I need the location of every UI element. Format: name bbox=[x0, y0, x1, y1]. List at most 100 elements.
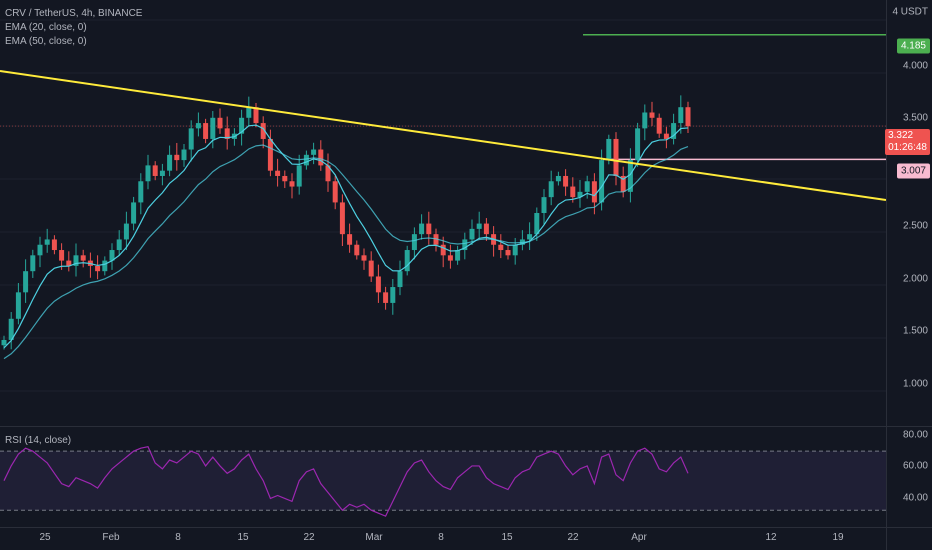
rsi-label[interactable]: RSI (14, close) bbox=[5, 435, 72, 446]
candle-body bbox=[347, 234, 353, 245]
candle-body bbox=[152, 165, 158, 176]
candle-body bbox=[260, 123, 266, 139]
time-tick: Mar bbox=[365, 532, 383, 543]
candle-body bbox=[289, 181, 295, 187]
candle-body bbox=[440, 244, 446, 256]
candle-body bbox=[361, 255, 367, 261]
candle-body bbox=[30, 255, 36, 272]
candle-body bbox=[167, 154, 173, 171]
candle-body bbox=[419, 223, 425, 235]
candle-body bbox=[109, 250, 115, 261]
candle-body bbox=[123, 223, 129, 240]
candle-body bbox=[368, 260, 374, 277]
price-axis-separator bbox=[886, 0, 887, 550]
time-tick: Apr bbox=[631, 532, 647, 543]
rsi-tick: 60.00 bbox=[902, 460, 928, 472]
candle-body bbox=[375, 276, 381, 293]
candle-body bbox=[685, 107, 691, 127]
candle-body bbox=[656, 117, 662, 134]
candle-body bbox=[671, 123, 677, 139]
candle-body bbox=[311, 149, 317, 155]
candle-body bbox=[411, 234, 417, 251]
candle-body bbox=[555, 175, 561, 182]
candle-body bbox=[318, 149, 324, 166]
time-tick: 15 bbox=[237, 532, 249, 543]
ema50-line bbox=[3, 144, 689, 360]
price-tick: 2.500 bbox=[902, 220, 928, 232]
candle-body bbox=[131, 202, 137, 224]
resistance-price-tag: 4.185 bbox=[896, 38, 930, 54]
candle-body bbox=[95, 265, 101, 272]
candle-body bbox=[23, 271, 29, 293]
candle-body bbox=[534, 213, 540, 235]
candle-body bbox=[541, 197, 547, 213]
candle-body bbox=[325, 165, 331, 182]
candle-body bbox=[8, 318, 14, 340]
candle-body bbox=[426, 223, 432, 235]
candle-body bbox=[505, 250, 511, 256]
rsi-legend[interactable]: RSI (14, close) bbox=[5, 434, 71, 448]
candle-body bbox=[80, 255, 86, 261]
candle-body bbox=[51, 239, 57, 251]
candle-body bbox=[397, 271, 403, 288]
price-tick: 3.500 bbox=[902, 112, 928, 124]
price-axis[interactable]: 4 USDT 4.000 3.500 2.500 2.000 1.500 1.0… bbox=[885, 0, 932, 527]
candle-body bbox=[138, 181, 144, 203]
time-tick: 12 bbox=[765, 532, 777, 543]
price-tick: 1.500 bbox=[902, 325, 928, 337]
time-axis-separator bbox=[0, 527, 932, 528]
candle-body bbox=[462, 239, 468, 251]
support-price-tag: 3.007 bbox=[896, 163, 930, 179]
candle-body bbox=[188, 128, 194, 150]
time-tick: 19 bbox=[832, 532, 844, 543]
time-tick: 22 bbox=[303, 532, 315, 543]
candle-body bbox=[37, 244, 43, 256]
candle-body bbox=[44, 239, 50, 245]
price-chart-pane[interactable]: CRV / TetherUS, 4h, BINANCE EMA (20, clo… bbox=[0, 0, 886, 426]
currency-label: 4 USDT bbox=[892, 6, 928, 18]
candle-body bbox=[390, 287, 396, 303]
candle-body bbox=[102, 260, 108, 272]
candle-body bbox=[246, 107, 252, 118]
last-price-value: 3.322 bbox=[888, 130, 914, 141]
candle-body bbox=[642, 112, 648, 129]
time-tick: 8 bbox=[175, 532, 181, 543]
rsi-tick: 80.00 bbox=[902, 429, 928, 441]
candle-body bbox=[267, 138, 273, 171]
candle-body bbox=[354, 244, 360, 256]
candle-body bbox=[584, 181, 590, 192]
candle-body bbox=[73, 255, 79, 266]
time-tick: Feb bbox=[102, 532, 120, 543]
candle-body bbox=[332, 181, 338, 203]
ema20-label[interactable]: EMA (20, close, 0) bbox=[5, 22, 87, 33]
candle-body bbox=[303, 154, 309, 166]
time-tick: 25 bbox=[39, 532, 51, 543]
rsi-pane[interactable]: RSI (14, close) bbox=[0, 427, 886, 527]
ema50-label[interactable]: EMA (50, close, 0) bbox=[5, 36, 87, 47]
candle-body bbox=[476, 223, 482, 229]
candle-body bbox=[469, 228, 475, 240]
candle-body bbox=[224, 128, 230, 139]
candle-body bbox=[203, 123, 209, 139]
rsi-chart[interactable] bbox=[0, 427, 886, 527]
candle-body bbox=[275, 170, 281, 176]
bar-countdown: 01:26:48 bbox=[888, 142, 927, 153]
candle-body bbox=[15, 292, 21, 319]
candle-body bbox=[159, 170, 165, 176]
candle-body bbox=[606, 138, 612, 161]
candlestick-chart[interactable] bbox=[0, 0, 886, 426]
time-tick: 8 bbox=[438, 532, 444, 543]
candle-body bbox=[548, 181, 554, 198]
pane-separator[interactable] bbox=[0, 426, 932, 427]
rsi-band bbox=[0, 451, 886, 511]
candle-body bbox=[649, 112, 655, 118]
candle-body bbox=[1, 339, 7, 346]
symbol-label[interactable]: CRV / TetherUS, 4h, BINANCE bbox=[5, 8, 143, 19]
candle-body bbox=[620, 175, 626, 192]
candle-body bbox=[527, 234, 533, 240]
time-axis[interactable]: 25 Feb 8 15 22 Mar 8 15 22 Apr 12 19 bbox=[0, 528, 886, 550]
candle-body bbox=[635, 128, 641, 161]
candle-body bbox=[591, 181, 597, 203]
candle-body bbox=[210, 117, 216, 139]
descending-trendline bbox=[0, 70, 886, 201]
